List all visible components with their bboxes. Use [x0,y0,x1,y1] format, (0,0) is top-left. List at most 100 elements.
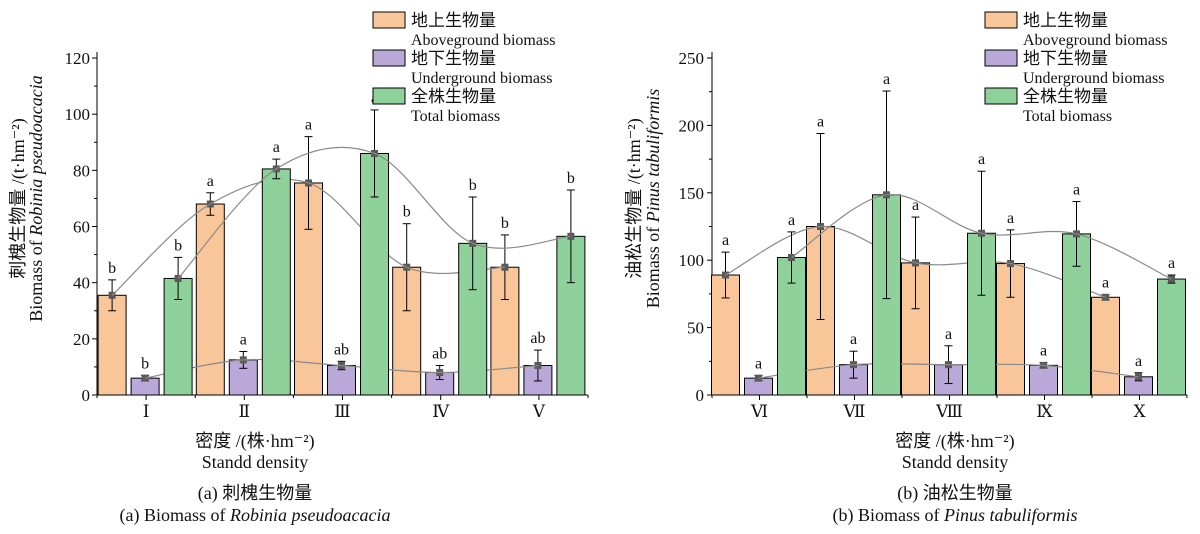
significance-label: a [1007,210,1014,227]
x-tick-label: Ⅷ [935,402,963,421]
significance-label: a [305,117,312,134]
x-tick-label: Ⅹ [1133,402,1146,421]
significance-label: a [240,331,247,348]
y-tick-label: 200 [679,116,705,135]
x-axis-label-cn: 密度 /(株·hm⁻²) [895,431,1014,452]
y-axis-label-en-prefix: Biomass of [643,222,663,308]
y-axis-label-en: Biomass of Robinia pseudoacacia [26,75,46,322]
legend-swatch-above [984,11,1018,29]
y-tick-label: 120 [65,49,91,68]
significance-label: a [912,197,919,214]
caption-cn: (a) 刺槐生物量 [198,483,312,504]
bar-under [1029,364,1058,396]
trend-curve [725,225,1106,298]
y-tick-label: 100 [679,251,705,270]
x-tick-label: Ⅶ [843,402,866,421]
trend-curve [177,146,571,279]
legend-label-en: Total biomass [411,108,500,125]
x-tick-label: Ⅰ [143,402,150,421]
significance-label: a [945,326,952,343]
x-tick-label: Ⅵ [750,402,768,421]
caption-en: (b) Biomass of Pinus tabuliformis [832,505,1077,526]
y-axis-label-en-italic: Robinia pseudoacacia [26,75,46,236]
bar-total [261,168,291,396]
significance-label: b [469,177,477,194]
legend-label-en: Total biomass [1023,108,1112,125]
caption-en-prefix: (b) Biomass of [832,505,944,526]
significance-label: a [817,113,824,130]
significance-label: a [1073,182,1080,199]
x-axis-label-en: Standd density [202,452,309,472]
trend-curve [111,178,505,296]
legend-label-cn: 全株生物量 [411,87,496,106]
y-tick-label: 0 [82,386,91,405]
y-tick-label: 100 [65,105,91,124]
significance-label: a [1135,353,1142,370]
legend-swatch-above [372,11,406,29]
bar-above [97,294,127,396]
chart-panel-1: 0 50 100 150 200 250 Ⅵ Ⅶ Ⅷ Ⅸ Ⅹa a a a a a a a a a a a a a a 油松生物量… [624,11,1188,526]
y-axis-label-cn: 刺槐生物量 /(t·hm⁻²) [8,118,29,278]
significance-label: ab [432,346,447,363]
significance-label: a [755,355,762,372]
significance-label: ab [530,330,545,347]
significance-label: b [403,204,411,221]
significance-label: b [108,260,116,277]
bar-above [392,266,422,396]
y-axis-label-cn: 油松生物量 /(t·hm⁻²) [624,118,645,278]
y-tick-label: 20 [73,330,90,349]
significance-label: a [1040,343,1047,360]
significance-label: a [207,173,214,190]
legend-swatch-under [372,49,406,67]
significance-label: b [141,355,149,372]
significance-label: a [1102,275,1109,292]
caption-en-prefix: (a) Biomass of [120,505,230,526]
y-tick-label: 0 [696,386,705,405]
y-tick-label: 50 [687,319,704,338]
x-tick-label: Ⅱ [239,402,251,421]
chart-panel-0: 020406080100120ⅠⅡⅢⅣⅤbaabbbaabababbaabb刺槐… [8,11,589,526]
y-tick-label: 40 [73,274,90,293]
legend-label-en: Underground biomass [411,70,552,87]
significance-label: a [850,331,857,348]
legend-label-en: Aboveground biomass [1023,32,1167,49]
caption-cn: (b) 油松生物量 [897,483,1013,504]
y-axis-label-en-prefix: Biomass of [26,236,46,322]
legend-label-cn: 地上生物量 [411,11,496,30]
significance-label: a [722,232,729,249]
trend-curve [791,194,1172,280]
significance-label: a [788,212,795,229]
legend-label-en: Underground biomass [1023,70,1164,87]
legend-label-cn: 地下生物量 [1023,49,1108,68]
x-axis-label-cn: 密度 /(株·hm⁻²) [195,431,314,452]
bar-above [490,266,520,396]
y-axis-label-en: Biomass of Pinus tabuliformis [643,89,663,309]
legend-swatch-under [984,49,1018,67]
x-tick-label: Ⅸ [1036,402,1053,421]
y-tick-label: 150 [679,184,705,203]
y-tick-label: 250 [679,49,705,68]
caption-en-italic: Pinus tabuliformis [943,505,1078,525]
legend-label-cn: 地下生物量 [411,49,496,68]
caption-en-italic: Robinia pseudoacacia [229,505,390,525]
y-tick-label: 80 [73,161,90,180]
x-tick-label: Ⅲ [334,402,350,421]
significance-label: ab [334,341,349,358]
significance-label: b [501,215,509,232]
legend-swatch-total [984,87,1018,105]
significance-label: a [1168,255,1175,272]
significance-label: b [174,237,182,254]
legend-label-cn: 地上生物量 [1023,11,1108,30]
legend-label-en: Aboveground biomass [411,32,555,49]
significance-label: a [978,151,985,168]
x-tick-label: Ⅴ [532,402,546,421]
x-axis-label-en: Standd density [902,452,1009,472]
bar-under [327,365,356,396]
legend-label-cn: 全株生物量 [1023,87,1108,106]
caption-en: (a) Biomass of Robinia pseudoacacia [120,505,391,526]
x-tick-label: Ⅳ [432,402,450,421]
